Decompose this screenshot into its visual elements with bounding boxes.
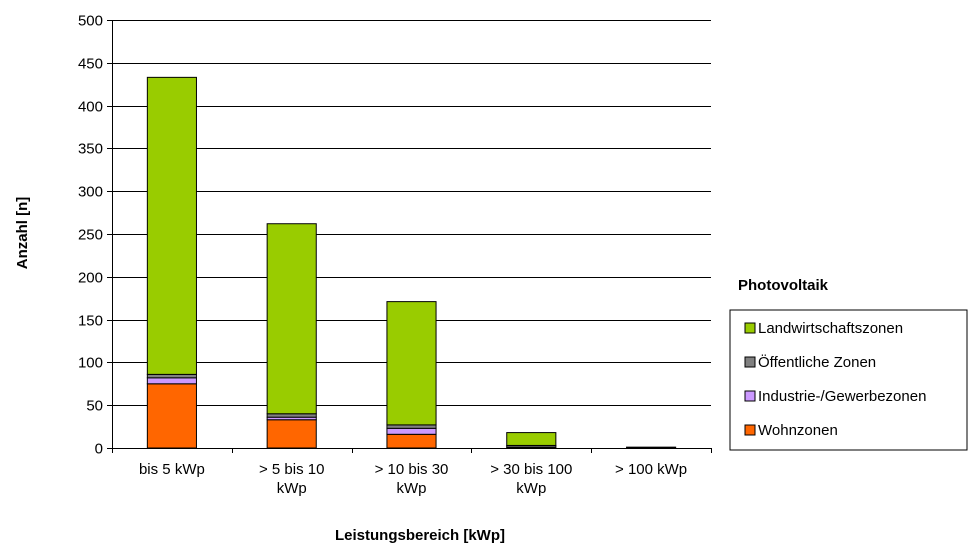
bar-segment bbox=[266, 223, 317, 415]
legend-border bbox=[729, 309, 968, 451]
y-tick-label: 450 bbox=[78, 56, 103, 73]
x-tick-label: kWp bbox=[516, 480, 546, 497]
x-tick-labels: bis 5 kWp > 5 bis 10 kWp > 10 bis 30 kWp > 30… bbox=[112, 448, 712, 497]
legend-swatch bbox=[744, 424, 756, 436]
legend-swatch bbox=[744, 356, 756, 368]
x-tick-label: kWp bbox=[277, 480, 307, 497]
bar-segment bbox=[146, 76, 197, 375]
bar-segment bbox=[386, 424, 437, 429]
legend: Landwirtschaftszonen Öffentliche Zonen Ind… bbox=[729, 309, 968, 451]
bar-segment bbox=[146, 377, 197, 385]
bar-segment bbox=[506, 432, 557, 446]
y-tick-label: 0 bbox=[95, 441, 103, 458]
y-tick-label: 200 bbox=[78, 270, 103, 287]
legend-swatch bbox=[744, 322, 756, 334]
y-axis-title: Anzahl [n] bbox=[14, 197, 31, 270]
legend-label: Wohnzonen bbox=[758, 422, 838, 439]
bar-segment bbox=[386, 433, 437, 449]
bars bbox=[146, 76, 677, 449]
legend-label: Landwirtschaftszonen bbox=[758, 320, 903, 337]
bar-segment bbox=[266, 419, 317, 449]
bar-segment bbox=[386, 301, 437, 426]
bar-segment bbox=[146, 383, 197, 449]
bar-segment bbox=[146, 373, 197, 379]
legend-label: Öffentliche Zonen bbox=[758, 353, 876, 371]
x-tick-label: > 10 bis 30 bbox=[375, 461, 449, 478]
x-tick-label: kWp bbox=[397, 480, 427, 497]
bar-segment bbox=[386, 427, 437, 435]
bar-segment bbox=[626, 446, 677, 449]
y-tick-label: 250 bbox=[78, 227, 103, 244]
x-axis-title: Leistungsbereich [kWp] bbox=[335, 527, 505, 544]
axes bbox=[112, 20, 711, 449]
legend-title: Photovoltaik bbox=[738, 277, 829, 294]
bar-segment bbox=[266, 413, 317, 418]
legend-swatch bbox=[744, 390, 756, 402]
x-tick-label: > 30 bis 100 bbox=[490, 461, 572, 478]
x-tick-label: > 5 bis 10 bbox=[259, 461, 324, 478]
y-tick-label: 500 bbox=[78, 13, 103, 30]
y-tick-label: 50 bbox=[86, 398, 103, 415]
x-tick-label: > 100 kWp bbox=[615, 461, 687, 478]
y-tick-label: 300 bbox=[78, 184, 103, 201]
y-tick-label: 150 bbox=[78, 313, 103, 330]
legend-label: Industrie-/Gewerbezonen bbox=[758, 388, 926, 405]
y-tick-labels: 0 50 100 150 200 250 300 350 400 450 500 bbox=[78, 13, 103, 458]
y-tick-label: 100 bbox=[78, 355, 103, 372]
y-tick-label: 400 bbox=[78, 99, 103, 116]
y-tick-label: 350 bbox=[78, 141, 103, 158]
x-tick-label: bis 5 kWp bbox=[139, 461, 205, 478]
